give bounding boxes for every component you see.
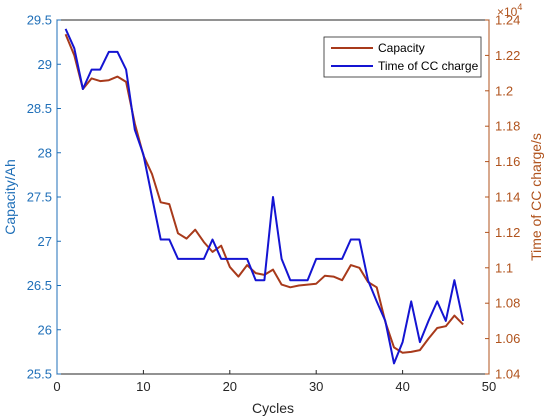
legend: Capacity Time of CC charge: [323, 36, 482, 78]
series-layer: [64, 28, 465, 365]
left-tick-label: 27: [38, 234, 52, 249]
right-tick-label: 1.08: [495, 296, 520, 311]
x-tick-label: 40: [395, 379, 409, 394]
right-axis-exponent: ×104: [497, 2, 522, 19]
legend-box: [323, 36, 482, 78]
ticks-layer: 0 10 20 30 40 50 25.5 26 26.5 27 27.5 28 28.5 29 29.5 1…: [27, 13, 521, 395]
right-tick-label: 1.2: [495, 83, 513, 98]
right-tick-label: 1.12: [495, 225, 520, 240]
right-tick-label: 1.14: [495, 190, 520, 205]
legend-capacity-label: Capacity: [378, 41, 425, 55]
x-tick-label: 30: [309, 379, 323, 394]
left-tick-label: 29.5: [27, 13, 52, 28]
right-axis-exponent-base: ×10: [497, 5, 518, 19]
left-tick-label: 29: [38, 57, 52, 72]
left-tick-label: 28.5: [27, 101, 52, 116]
x-tick-label: 0: [53, 379, 60, 394]
x-tick-label: 10: [136, 379, 150, 394]
right-tick-label: 1.1: [495, 260, 513, 275]
left-tick-label: 26.5: [27, 278, 52, 293]
left-tick-label: 27.5: [27, 190, 52, 205]
right-tick-label: 1.06: [495, 331, 520, 346]
right-tick-label: 1.18: [495, 119, 520, 134]
x-axis-title: Cycles: [252, 400, 294, 416]
right-tick-label: 1.22: [495, 48, 520, 63]
cc-time-series-line: [64, 28, 465, 365]
right-axis-title: Time of CC charge/s: [528, 133, 544, 261]
right-tick-label: 1.16: [495, 154, 520, 169]
left-tick-label: 25.5: [27, 367, 52, 382]
left-tick-label: 26: [38, 322, 52, 337]
left-tick-label: 28: [38, 145, 52, 160]
right-axis-exponent-power: 4: [517, 2, 522, 12]
right-tick-label: 1.04: [495, 367, 520, 382]
right-tick-label: 1.24: [495, 13, 520, 28]
left-axis-title: Capacity/Ah: [2, 159, 18, 234]
x-tick-label: 20: [223, 379, 237, 394]
x-tick-label: 50: [482, 379, 496, 394]
legend-cc-time-label: Time of CC charge: [378, 59, 479, 73]
